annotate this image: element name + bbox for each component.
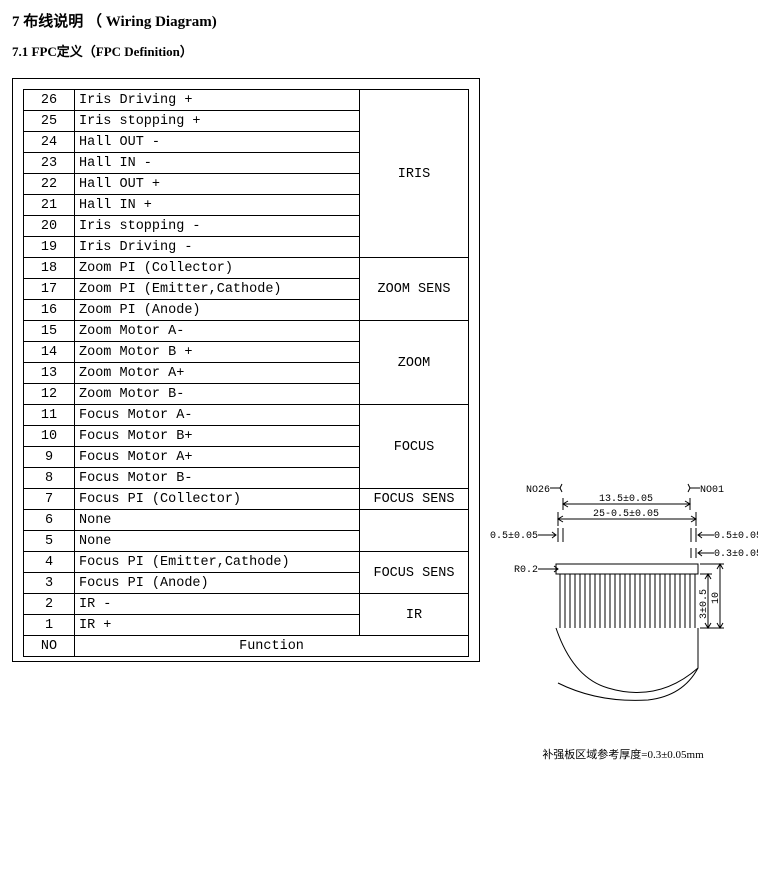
cell-no: 24 [24,132,75,153]
cell-no: 8 [24,468,75,489]
header-no: NO [24,636,75,657]
cell-no: 4 [24,552,75,573]
cell-no: 22 [24,174,75,195]
cell-no: 25 [24,111,75,132]
cell-group [360,510,469,552]
cell-group: FOCUS SENS [360,489,469,510]
table-row: 11Focus Motor A-FOCUS [24,405,469,426]
cell-function: Focus PI (Collector) [75,489,360,510]
cell-function: Iris stopping - [75,216,360,237]
cell-function: Zoom Motor A+ [75,363,360,384]
header-function: Function [75,636,469,657]
dim-25: 25-0.5±0.05 [593,509,659,520]
cell-no: 17 [24,279,75,300]
cell-function: Zoom PI (Emitter,Cathode) [75,279,360,300]
table-header-row: NOFunction [24,636,469,657]
cell-group: ZOOM [360,321,469,405]
label-no01: NO01 [700,485,724,496]
cell-function: IR + [75,615,360,636]
cell-group: IR [360,594,469,636]
cell-function: Focus Motor B- [75,468,360,489]
cell-group: IRIS [360,90,469,258]
section-heading: 7 布线说明 （ Wiring Diagram) [12,10,758,31]
cell-no: 7 [24,489,75,510]
cell-no: 14 [24,342,75,363]
cell-function: Zoom Motor B- [75,384,360,405]
cell-no: 20 [24,216,75,237]
cell-function: None [75,531,360,552]
cell-function: None [75,510,360,531]
cell-group: FOCUS [360,405,469,489]
table-row: 18Zoom PI (Collector)ZOOM SENS [24,258,469,279]
table-row: 26Iris Driving +IRIS [24,90,469,111]
table-row: 15Zoom Motor A-ZOOM [24,321,469,342]
table-row: 6None [24,510,469,531]
dim-0-5-right: 0.5±0.05 [714,531,758,542]
cell-function: Iris Driving - [75,237,360,258]
table-row: 4Focus PI (Emitter,Cathode)FOCUS SENS [24,552,469,573]
fpc-dimension-diagram: NO26 NO01 13.5±0.05 25-0.5±0.05 0.5±0.05 [488,478,758,738]
cell-no: 11 [24,405,75,426]
cell-no: 1 [24,615,75,636]
table-container: 26Iris Driving +IRIS25Iris stopping +24H… [12,78,480,662]
cell-function: Iris Driving + [75,90,360,111]
cell-group: ZOOM SENS [360,258,469,321]
cell-no: 16 [24,300,75,321]
cell-no: 23 [24,153,75,174]
cell-no: 12 [24,384,75,405]
fpc-pins [560,574,695,628]
cell-no: 13 [24,363,75,384]
cell-no: 2 [24,594,75,615]
cell-no: 18 [24,258,75,279]
cell-no: 19 [24,237,75,258]
cell-no: 26 [24,90,75,111]
cell-function: IR - [75,594,360,615]
cell-function: Focus Motor A- [75,405,360,426]
cell-function: Focus PI (Anode) [75,573,360,594]
cell-no: 6 [24,510,75,531]
diagram-caption: 补强板区域参考厚度=0.3±0.05mm [488,746,758,762]
cell-function: Zoom Motor A- [75,321,360,342]
cell-function: Hall OUT + [75,174,360,195]
cell-function: Focus Motor B+ [75,426,360,447]
cell-function: Hall IN + [75,195,360,216]
cable-outline [556,628,698,693]
dim-10: 10 [711,592,722,604]
table-row: 2IR -IR [24,594,469,615]
diagram-container: NO26 NO01 13.5±0.05 25-0.5±0.05 0.5±0.05 [480,78,758,762]
cell-no: 3 [24,573,75,594]
cell-group: FOCUS SENS [360,552,469,594]
dim-0-3: 0.3±0.05 [714,549,758,560]
cell-function: Zoom Motor B + [75,342,360,363]
cell-function: Hall IN - [75,153,360,174]
dim-13-5: 13.5±0.05 [599,494,653,505]
content-row: 26Iris Driving +IRIS25Iris stopping +24H… [12,78,758,762]
cell-no: 10 [24,426,75,447]
cell-function: Hall OUT - [75,132,360,153]
dim-0-5-left: 0.5±0.05 [490,531,538,542]
dim-3: 3±0.5 [699,589,710,619]
subsection-heading: 7.1 FPC定义（FPC Definition） [12,41,758,60]
cell-no: 21 [24,195,75,216]
cell-function: Focus PI (Emitter,Cathode) [75,552,360,573]
cell-function: Zoom PI (Collector) [75,258,360,279]
fpc-definition-table: 26Iris Driving +IRIS25Iris stopping +24H… [23,89,469,657]
cell-function: Focus Motor A+ [75,447,360,468]
table-row: 7Focus PI (Collector)FOCUS SENS [24,489,469,510]
cell-no: 9 [24,447,75,468]
cell-no: 5 [24,531,75,552]
cell-no: 15 [24,321,75,342]
dim-r02: R0.2 [514,565,538,576]
cell-function: Zoom PI (Anode) [75,300,360,321]
cell-function: Iris stopping + [75,111,360,132]
label-no26: NO26 [526,485,550,496]
